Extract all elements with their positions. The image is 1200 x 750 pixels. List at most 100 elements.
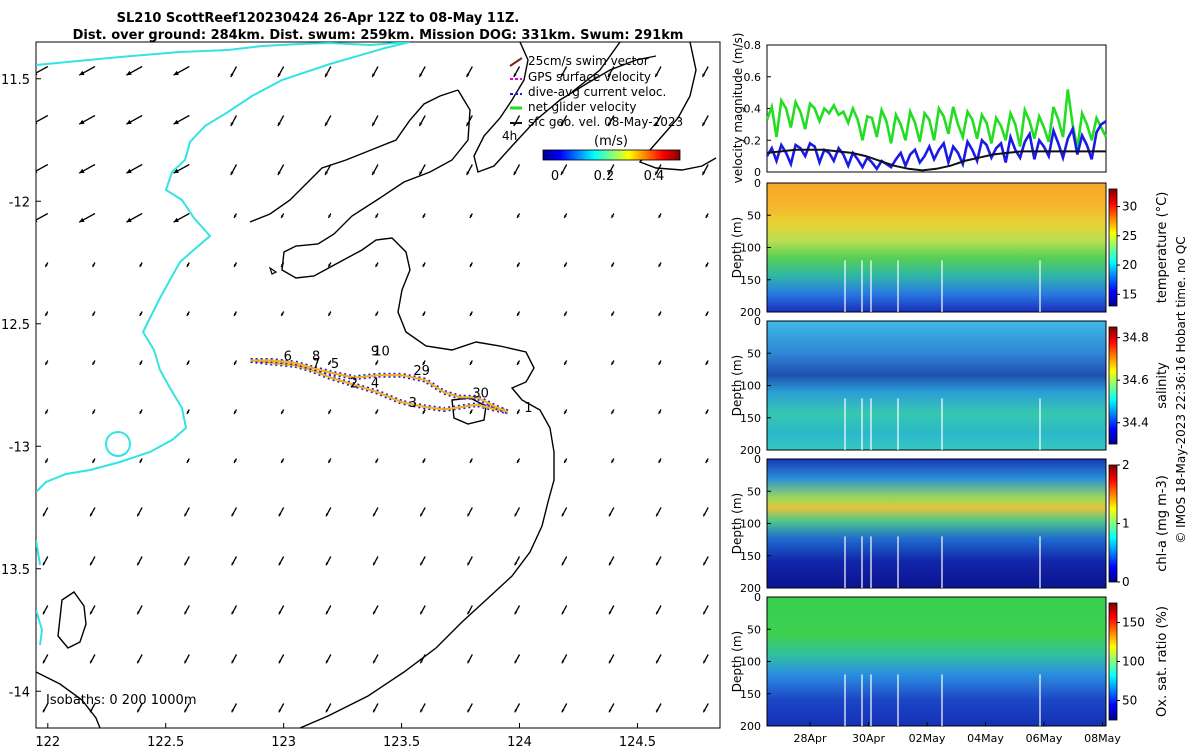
temperature-colorbar (1108, 188, 1118, 307)
velocity-vector-head (325, 73, 328, 78)
velocity-vector-head (611, 312, 614, 316)
velocity-vector-head (326, 660, 329, 664)
velocity-vector-head (375, 459, 379, 463)
velocity-vector-head (328, 312, 331, 316)
velocity-vector-head (186, 312, 190, 316)
velocity-vector-head (703, 562, 706, 566)
velocity-vector-head (561, 611, 565, 615)
velocity-vector-head (328, 410, 331, 414)
velocity-vector-head (186, 263, 190, 267)
velocity-vector-head (92, 459, 96, 463)
velocity-vector-head (609, 709, 612, 713)
salinity-ytick-label: 200 (740, 444, 761, 457)
velocity-vector-head (186, 410, 190, 414)
oxygen-ctick-label: 100 (1122, 655, 1145, 669)
velocity-vector-head (564, 361, 567, 365)
velocity-vector-head (609, 611, 612, 615)
velocity-vector-head (45, 410, 48, 414)
legend-swim-marker (509, 57, 523, 67)
velocity-vector-head (126, 119, 132, 125)
salinity-ctick-label: 34.6 (1122, 373, 1149, 387)
velocity-ytick-label: 0.4 (744, 103, 762, 116)
glider-track (250, 358, 509, 415)
legend-swim: 25cm/s swim vector (528, 54, 649, 68)
velocity-vector-head (281, 410, 284, 414)
velocity-vector-head (90, 660, 93, 664)
chla-ctick-label: 0 (1122, 575, 1130, 589)
velocity-vector-head (702, 122, 706, 127)
velocity-vector-head (186, 361, 190, 365)
velocity-vector-head (92, 312, 96, 316)
isobath-sw-loop (57, 591, 87, 649)
velocity-line-sfc (766, 148, 1106, 172)
velocity-vector-head (277, 122, 281, 127)
oxygen-ytick-label: 100 (740, 656, 761, 669)
velocity-vector-head (373, 513, 376, 517)
velocity-vector-head (561, 709, 565, 713)
velocity-vector-head (231, 562, 235, 566)
velocity-vector-head (611, 410, 614, 414)
velocity-vector (36, 212, 49, 221)
day-label: 4 (371, 376, 379, 391)
velocity-vector-head (517, 263, 520, 267)
map-xtick-label: 122 (35, 735, 60, 750)
salinity-ctick-label: 34.4 (1122, 416, 1149, 430)
velocity-vector-head (137, 660, 140, 664)
velocity-vector-head (90, 513, 93, 517)
velocity-vector-head (234, 312, 237, 316)
salinity-ctick-label: 34.8 (1122, 331, 1149, 345)
velocity-vector-head (564, 214, 567, 218)
velocity-vector-head (658, 410, 662, 414)
velocity-vector-head (325, 122, 328, 127)
velocity-vector-head (184, 513, 187, 517)
chla-ytick-label: 200 (740, 582, 761, 595)
track-path (250, 359, 508, 413)
isobath-sw-edge (36, 671, 101, 728)
time-xtick-label: 08May (1084, 732, 1121, 745)
coastline-islet (105, 431, 131, 457)
velocity-vector-head (419, 171, 423, 176)
map-legend: 25cm/s swim vector GPS surface velocity … (502, 54, 683, 184)
chla-field (766, 458, 1107, 589)
day-label: 7 (312, 357, 320, 372)
day-label: 3 (409, 396, 417, 411)
velocity-vector-head (656, 660, 659, 664)
velocity-vector-head (705, 214, 709, 218)
velocity-vector-head (230, 73, 234, 78)
velocity-vector-head (278, 709, 282, 713)
velocity-vector-head (184, 611, 187, 615)
velocity-vector-head (126, 70, 132, 76)
velocity-vector-head (422, 263, 426, 267)
velocity-vector-head (373, 611, 376, 615)
velocity-vector (36, 65, 49, 74)
velocity-vector-head (278, 660, 282, 664)
isobath-label: Isobaths: 0 200 1000m (46, 693, 197, 708)
velocity-vector-head (36, 121, 38, 124)
velocity-series (765, 89, 1108, 172)
oxygen-field (766, 596, 1107, 727)
velocity-vector-head (139, 410, 143, 414)
velocity-vector-head (231, 611, 235, 615)
chla-ytick-label: 100 (740, 518, 761, 531)
velocity-vector-head (328, 214, 331, 218)
velocity-vector-head (137, 562, 140, 566)
velocity-vector-head (45, 459, 48, 463)
map-xtick-label: 123.5 (383, 735, 420, 750)
day-label: 1 (524, 401, 532, 416)
velocity-vector-head (234, 263, 237, 267)
temperature-ytick-label: 50 (747, 209, 761, 222)
velocity-vector-head (328, 459, 331, 463)
velocity-vector-head (467, 660, 470, 664)
colorbar-tick-0: 0 (551, 169, 559, 184)
velocity-vector-head (173, 168, 179, 174)
velocity-vector-head (139, 263, 143, 267)
chla-ctick-label: 2 (1122, 458, 1130, 472)
velocity-vector-head (705, 361, 709, 365)
day-label: 9 (371, 345, 379, 360)
velocity-vector-head (126, 168, 132, 174)
salinity-ytick-label: 100 (740, 380, 761, 393)
velocity-vector-head (234, 214, 237, 218)
velocity-ytick-label: 0.2 (744, 134, 762, 147)
velocity-vector-head (92, 263, 96, 267)
legend-time: 4h (502, 129, 517, 143)
